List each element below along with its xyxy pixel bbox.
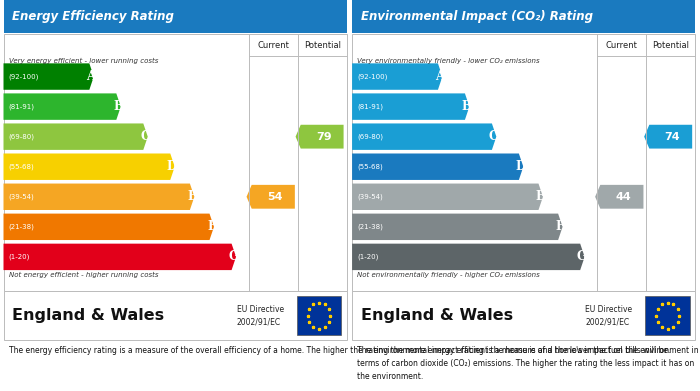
Text: 44: 44: [616, 192, 631, 202]
Text: 54: 54: [267, 192, 283, 202]
Polygon shape: [352, 244, 584, 270]
Text: 79: 79: [316, 132, 332, 142]
Text: G: G: [577, 250, 587, 264]
FancyBboxPatch shape: [297, 296, 342, 335]
Text: Not energy efficient - higher running costs: Not energy efficient - higher running co…: [8, 272, 158, 278]
Text: EU Directive
2002/91/EC: EU Directive 2002/91/EC: [585, 305, 633, 326]
Text: Potential: Potential: [652, 41, 690, 50]
Text: C: C: [489, 130, 498, 143]
Text: (39-54): (39-54): [8, 194, 34, 200]
Polygon shape: [246, 185, 295, 209]
Text: F: F: [556, 220, 564, 233]
Text: C: C: [140, 130, 150, 143]
Text: 74: 74: [664, 132, 680, 142]
Polygon shape: [4, 93, 121, 120]
Text: (92-100): (92-100): [357, 74, 388, 80]
Text: B: B: [113, 100, 123, 113]
Text: E: E: [536, 190, 545, 203]
FancyBboxPatch shape: [352, 291, 695, 340]
Text: Energy Efficiency Rating: Energy Efficiency Rating: [12, 10, 174, 23]
Polygon shape: [4, 124, 148, 150]
Text: Environmental Impact (CO₂) Rating: Environmental Impact (CO₂) Rating: [360, 10, 593, 23]
FancyBboxPatch shape: [4, 0, 346, 33]
Text: (1-20): (1-20): [357, 254, 379, 260]
Text: The environmental impact rating is a measure of a home's impact on the environme: The environmental impact rating is a mea…: [357, 346, 699, 381]
Text: D: D: [167, 160, 177, 173]
Text: EU Directive
2002/91/EC: EU Directive 2002/91/EC: [237, 305, 284, 326]
Text: D: D: [515, 160, 526, 173]
Polygon shape: [352, 183, 543, 210]
FancyBboxPatch shape: [352, 0, 695, 33]
Polygon shape: [352, 154, 524, 180]
Text: (1-20): (1-20): [8, 254, 30, 260]
Text: Current: Current: [258, 41, 289, 50]
Text: (81-91): (81-91): [8, 103, 34, 110]
Text: (69-80): (69-80): [357, 133, 383, 140]
Text: England & Wales: England & Wales: [12, 308, 164, 323]
Polygon shape: [4, 183, 195, 210]
Text: (92-100): (92-100): [8, 74, 39, 80]
Polygon shape: [4, 244, 236, 270]
Polygon shape: [295, 125, 344, 149]
Text: Very energy efficient - lower running costs: Very energy efficient - lower running co…: [8, 58, 158, 65]
FancyBboxPatch shape: [4, 34, 346, 291]
Text: (69-80): (69-80): [8, 133, 34, 140]
Text: (55-68): (55-68): [357, 163, 383, 170]
Text: A: A: [87, 70, 96, 83]
Text: E: E: [187, 190, 196, 203]
Text: (21-38): (21-38): [357, 224, 383, 230]
Text: Potential: Potential: [304, 41, 341, 50]
Polygon shape: [352, 213, 563, 240]
Text: (55-68): (55-68): [8, 163, 34, 170]
Polygon shape: [4, 154, 175, 180]
Text: Not environmentally friendly - higher CO₂ emissions: Not environmentally friendly - higher CO…: [357, 272, 540, 278]
FancyBboxPatch shape: [645, 296, 690, 335]
Polygon shape: [644, 125, 692, 149]
Text: (21-38): (21-38): [8, 224, 34, 230]
Text: Very environmentally friendly - lower CO₂ emissions: Very environmentally friendly - lower CO…: [357, 58, 540, 65]
Text: England & Wales: England & Wales: [360, 308, 513, 323]
Polygon shape: [4, 63, 94, 90]
FancyBboxPatch shape: [352, 34, 695, 291]
Text: F: F: [207, 220, 216, 233]
Text: Current: Current: [606, 41, 638, 50]
Text: G: G: [228, 250, 238, 264]
Polygon shape: [352, 124, 496, 150]
Text: (81-91): (81-91): [357, 103, 383, 110]
Polygon shape: [352, 63, 442, 90]
Text: (39-54): (39-54): [357, 194, 383, 200]
FancyBboxPatch shape: [4, 291, 346, 340]
Text: A: A: [435, 70, 444, 83]
Text: B: B: [462, 100, 472, 113]
Polygon shape: [4, 213, 214, 240]
Text: The energy efficiency rating is a measure of the overall efficiency of a home. T: The energy efficiency rating is a measur…: [8, 346, 670, 355]
Polygon shape: [595, 185, 643, 209]
Polygon shape: [352, 93, 470, 120]
